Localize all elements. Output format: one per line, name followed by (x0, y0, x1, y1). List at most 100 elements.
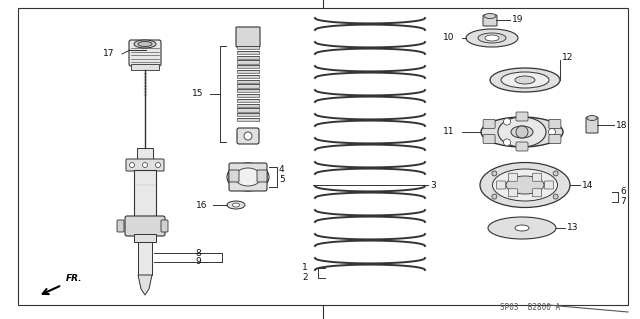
Circle shape (492, 194, 497, 199)
FancyBboxPatch shape (237, 85, 259, 88)
FancyBboxPatch shape (134, 234, 156, 242)
FancyBboxPatch shape (483, 15, 497, 26)
Text: 17: 17 (103, 49, 115, 58)
FancyBboxPatch shape (237, 89, 259, 93)
Ellipse shape (511, 126, 533, 138)
Ellipse shape (506, 176, 544, 194)
FancyBboxPatch shape (516, 142, 528, 151)
Text: 11: 11 (442, 128, 454, 137)
FancyBboxPatch shape (532, 189, 541, 197)
Ellipse shape (484, 13, 496, 19)
Text: FR.: FR. (66, 274, 83, 283)
Ellipse shape (490, 68, 560, 92)
Ellipse shape (485, 35, 499, 41)
Text: 19: 19 (512, 16, 524, 25)
Circle shape (143, 162, 147, 167)
Text: 2: 2 (302, 273, 308, 283)
Text: 10: 10 (442, 33, 454, 42)
FancyBboxPatch shape (545, 181, 554, 189)
Circle shape (516, 126, 528, 138)
FancyBboxPatch shape (237, 99, 259, 102)
FancyBboxPatch shape (237, 80, 259, 83)
FancyBboxPatch shape (516, 112, 528, 121)
Ellipse shape (480, 162, 570, 207)
FancyBboxPatch shape (131, 64, 159, 70)
Text: 4: 4 (279, 166, 285, 174)
Ellipse shape (587, 115, 597, 121)
FancyBboxPatch shape (237, 70, 259, 73)
Text: 13: 13 (567, 224, 579, 233)
Text: 18: 18 (616, 121, 627, 130)
Ellipse shape (515, 225, 529, 231)
Circle shape (129, 162, 134, 167)
Text: 3: 3 (430, 181, 436, 189)
FancyBboxPatch shape (483, 135, 495, 144)
Text: SP03  B2800 A: SP03 B2800 A (500, 303, 560, 313)
FancyBboxPatch shape (483, 120, 495, 129)
Ellipse shape (498, 117, 546, 147)
Ellipse shape (466, 29, 518, 47)
Bar (134, 170, 156, 218)
FancyBboxPatch shape (532, 173, 541, 181)
Text: 9: 9 (195, 257, 201, 266)
FancyBboxPatch shape (137, 148, 153, 160)
Text: 5: 5 (279, 174, 285, 183)
FancyBboxPatch shape (237, 75, 259, 78)
FancyBboxPatch shape (257, 170, 267, 182)
Text: 1: 1 (302, 263, 308, 272)
Text: 8: 8 (195, 249, 201, 257)
FancyBboxPatch shape (497, 181, 506, 189)
Circle shape (244, 132, 252, 140)
Ellipse shape (481, 117, 563, 147)
FancyBboxPatch shape (237, 46, 259, 49)
Ellipse shape (478, 33, 506, 43)
Text: 16: 16 (196, 201, 207, 210)
FancyBboxPatch shape (237, 56, 259, 59)
FancyBboxPatch shape (237, 113, 259, 116)
Text: 6: 6 (620, 188, 626, 197)
FancyBboxPatch shape (126, 159, 164, 171)
FancyBboxPatch shape (237, 108, 259, 112)
FancyBboxPatch shape (237, 60, 259, 63)
FancyBboxPatch shape (549, 135, 561, 144)
Ellipse shape (227, 201, 245, 209)
FancyBboxPatch shape (129, 40, 161, 66)
Circle shape (156, 162, 161, 167)
FancyBboxPatch shape (509, 173, 518, 181)
FancyBboxPatch shape (237, 94, 259, 97)
Ellipse shape (515, 76, 535, 84)
Ellipse shape (493, 169, 557, 201)
FancyBboxPatch shape (237, 65, 259, 68)
Circle shape (504, 139, 511, 146)
FancyBboxPatch shape (586, 117, 598, 133)
Ellipse shape (232, 203, 239, 207)
FancyBboxPatch shape (237, 104, 259, 107)
FancyBboxPatch shape (117, 220, 124, 232)
FancyBboxPatch shape (549, 120, 561, 129)
FancyBboxPatch shape (236, 27, 260, 47)
Ellipse shape (235, 168, 261, 186)
Text: 7: 7 (620, 197, 626, 206)
Ellipse shape (488, 217, 556, 239)
FancyBboxPatch shape (237, 51, 259, 54)
FancyBboxPatch shape (237, 118, 259, 121)
Circle shape (553, 194, 558, 199)
Circle shape (548, 129, 556, 136)
FancyBboxPatch shape (161, 220, 168, 232)
FancyBboxPatch shape (237, 128, 259, 144)
Text: 15: 15 (192, 90, 204, 99)
Ellipse shape (501, 72, 549, 88)
Polygon shape (138, 275, 152, 295)
Ellipse shape (134, 40, 156, 48)
FancyBboxPatch shape (125, 216, 165, 236)
Text: 14: 14 (582, 181, 593, 189)
FancyBboxPatch shape (509, 189, 518, 197)
Ellipse shape (138, 41, 152, 47)
Circle shape (553, 171, 558, 176)
Text: 12: 12 (562, 54, 573, 63)
Circle shape (492, 171, 497, 176)
Bar (138, 242, 152, 275)
FancyBboxPatch shape (229, 163, 267, 191)
FancyBboxPatch shape (229, 170, 239, 182)
Circle shape (504, 118, 511, 125)
